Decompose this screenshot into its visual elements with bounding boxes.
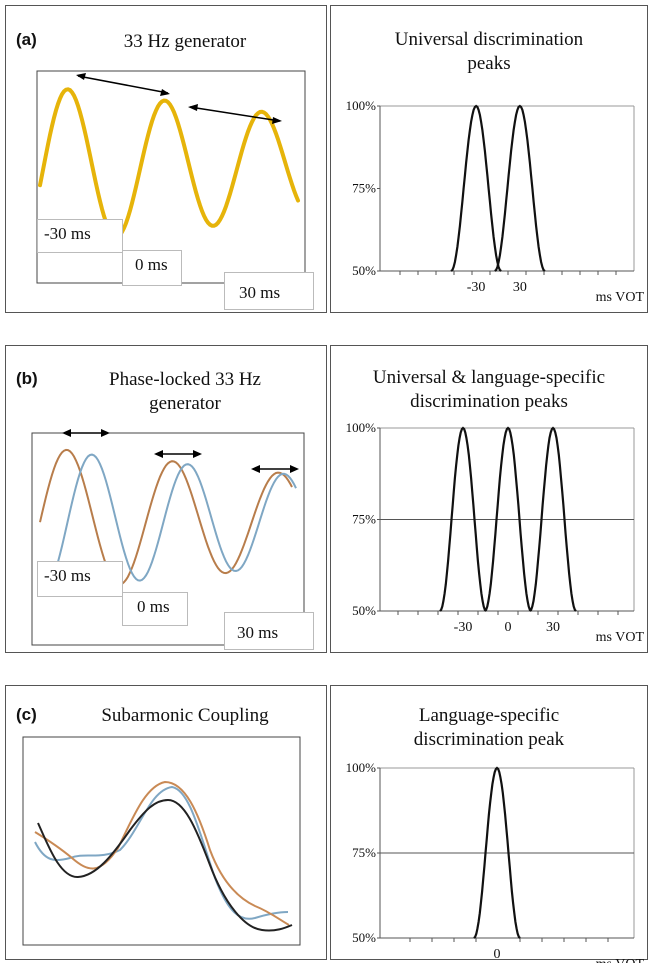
panel-c-left-title: Subarmonic Coupling <box>101 705 269 726</box>
panel-a-label-30: 30 ms <box>224 272 314 310</box>
panel-a-right-title-2: peaks <box>467 53 511 74</box>
panel-b-right-title-1: Universal & language-specific <box>372 367 606 388</box>
panel-b-label-30: 30 ms <box>224 612 314 650</box>
panel-c-letter: (c) <box>16 705 37 724</box>
panel-a-label-minus30: -30 ms <box>37 219 123 253</box>
panel-b-left-title-2: generator <box>149 393 221 414</box>
panel-b-left-title-1: Phase-locked 33 Hz <box>109 369 261 390</box>
panel-a-right-title-1: Universal discrimination <box>394 29 584 50</box>
panel-b-label-minus30: -30 ms <box>37 561 123 597</box>
panel-a-label-0: 0 ms <box>122 250 182 286</box>
panel-c-right-title-1: Language-specific <box>418 705 560 726</box>
panel-b-label-0: 0 ms <box>122 592 188 626</box>
panel-a-left-title: 33 Hz generator <box>123 31 247 52</box>
panel-b-right-title-2: discrimination peaks <box>410 391 568 412</box>
panel-b-letter: (b) <box>16 369 38 388</box>
panel-a-letter: (a) <box>16 30 37 49</box>
panel-c-right-title-2: discrimination peak <box>413 729 565 750</box>
